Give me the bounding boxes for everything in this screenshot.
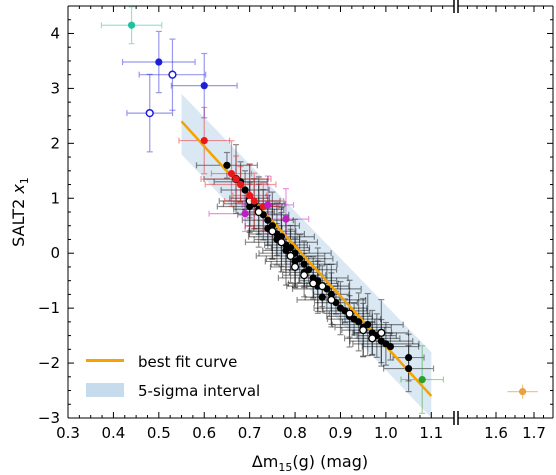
data-point bbox=[404, 353, 413, 362]
data-point bbox=[236, 180, 245, 189]
x-tick-label: 0.9 bbox=[329, 424, 353, 442]
data-point bbox=[127, 21, 136, 29]
y-axis-label: SALT2 x1 bbox=[9, 177, 31, 247]
data-point bbox=[241, 210, 249, 218]
data-point bbox=[286, 251, 295, 260]
legend-label-fit: best fit curve bbox=[138, 353, 237, 371]
y-tick-label: −2 bbox=[38, 354, 60, 372]
data-point bbox=[364, 321, 372, 329]
data-point bbox=[232, 175, 240, 183]
data-point bbox=[359, 326, 368, 335]
data-point bbox=[327, 290, 335, 298]
x-tick-label: 0.3 bbox=[56, 424, 80, 442]
data-point bbox=[305, 266, 313, 274]
y-tick-label: −1 bbox=[38, 299, 60, 317]
data-point bbox=[241, 186, 249, 194]
data-point bbox=[519, 388, 527, 396]
y-tick-label: −3 bbox=[38, 409, 60, 427]
x-axis-label: Δm15(g) (mag) bbox=[252, 452, 368, 474]
data-point bbox=[250, 197, 258, 205]
data-point bbox=[418, 375, 426, 384]
data-point bbox=[355, 318, 363, 326]
x-tick-label: 1.1 bbox=[419, 424, 443, 442]
data-point bbox=[291, 262, 300, 271]
data-point bbox=[318, 282, 327, 291]
legend: best fit curve 5-sigma interval bbox=[86, 353, 260, 400]
data-point bbox=[227, 169, 236, 178]
x-tick-label: 0.8 bbox=[283, 424, 307, 442]
data-point bbox=[277, 233, 286, 241]
y-tick-label: 0 bbox=[50, 244, 60, 262]
data-point bbox=[300, 271, 309, 280]
data-point bbox=[277, 238, 286, 247]
data-point bbox=[264, 216, 272, 224]
y-tick-label: 1 bbox=[50, 189, 60, 207]
fit-line bbox=[180, 120, 433, 397]
y-tick-label: 3 bbox=[50, 79, 60, 97]
y-tick-label: 2 bbox=[50, 134, 60, 152]
data-point bbox=[200, 82, 208, 90]
data-point bbox=[246, 191, 254, 200]
x-tick-label: 0.7 bbox=[238, 424, 262, 442]
data-point bbox=[168, 70, 177, 79]
x-tick-label: 0.4 bbox=[101, 424, 125, 442]
data-point bbox=[386, 342, 395, 351]
data-point bbox=[268, 222, 276, 230]
data-point bbox=[377, 328, 386, 337]
data-point bbox=[268, 227, 277, 236]
axis-ticks: −3 −2 −1 0 1 2 3 4 0.3 0.4 0.5 0.6 0.7 0.8 0.9 1.0 1.1 1.… bbox=[38, 6, 553, 442]
data-point bbox=[145, 108, 154, 118]
data-point bbox=[345, 309, 354, 318]
data-point bbox=[286, 244, 295, 252]
data-point bbox=[318, 293, 326, 301]
data-point bbox=[327, 295, 336, 304]
data-point bbox=[368, 334, 377, 343]
legend-interval-swatch bbox=[86, 383, 124, 397]
data-point bbox=[404, 364, 413, 373]
data-point bbox=[296, 255, 304, 263]
y-tick-label: 4 bbox=[50, 24, 60, 42]
data-point bbox=[309, 279, 318, 288]
data-point bbox=[300, 260, 308, 268]
legend-line-swatch bbox=[86, 359, 124, 362]
data-point bbox=[223, 161, 231, 169]
x-tick-label: 0.6 bbox=[192, 424, 216, 442]
x-tick-label: 0.5 bbox=[147, 424, 171, 442]
x-tick-label: 1.6 bbox=[484, 424, 508, 442]
data-point bbox=[282, 215, 290, 223]
plot-area bbox=[100, 6, 538, 418]
data-point bbox=[200, 136, 208, 145]
data-point bbox=[155, 58, 163, 66]
data-point bbox=[254, 207, 263, 217]
x-tick-label: 1.0 bbox=[374, 424, 398, 442]
legend-label-interval: 5-sigma interval bbox=[138, 382, 260, 400]
x-tick-label: 1.7 bbox=[522, 424, 546, 442]
data-point bbox=[264, 201, 272, 209]
